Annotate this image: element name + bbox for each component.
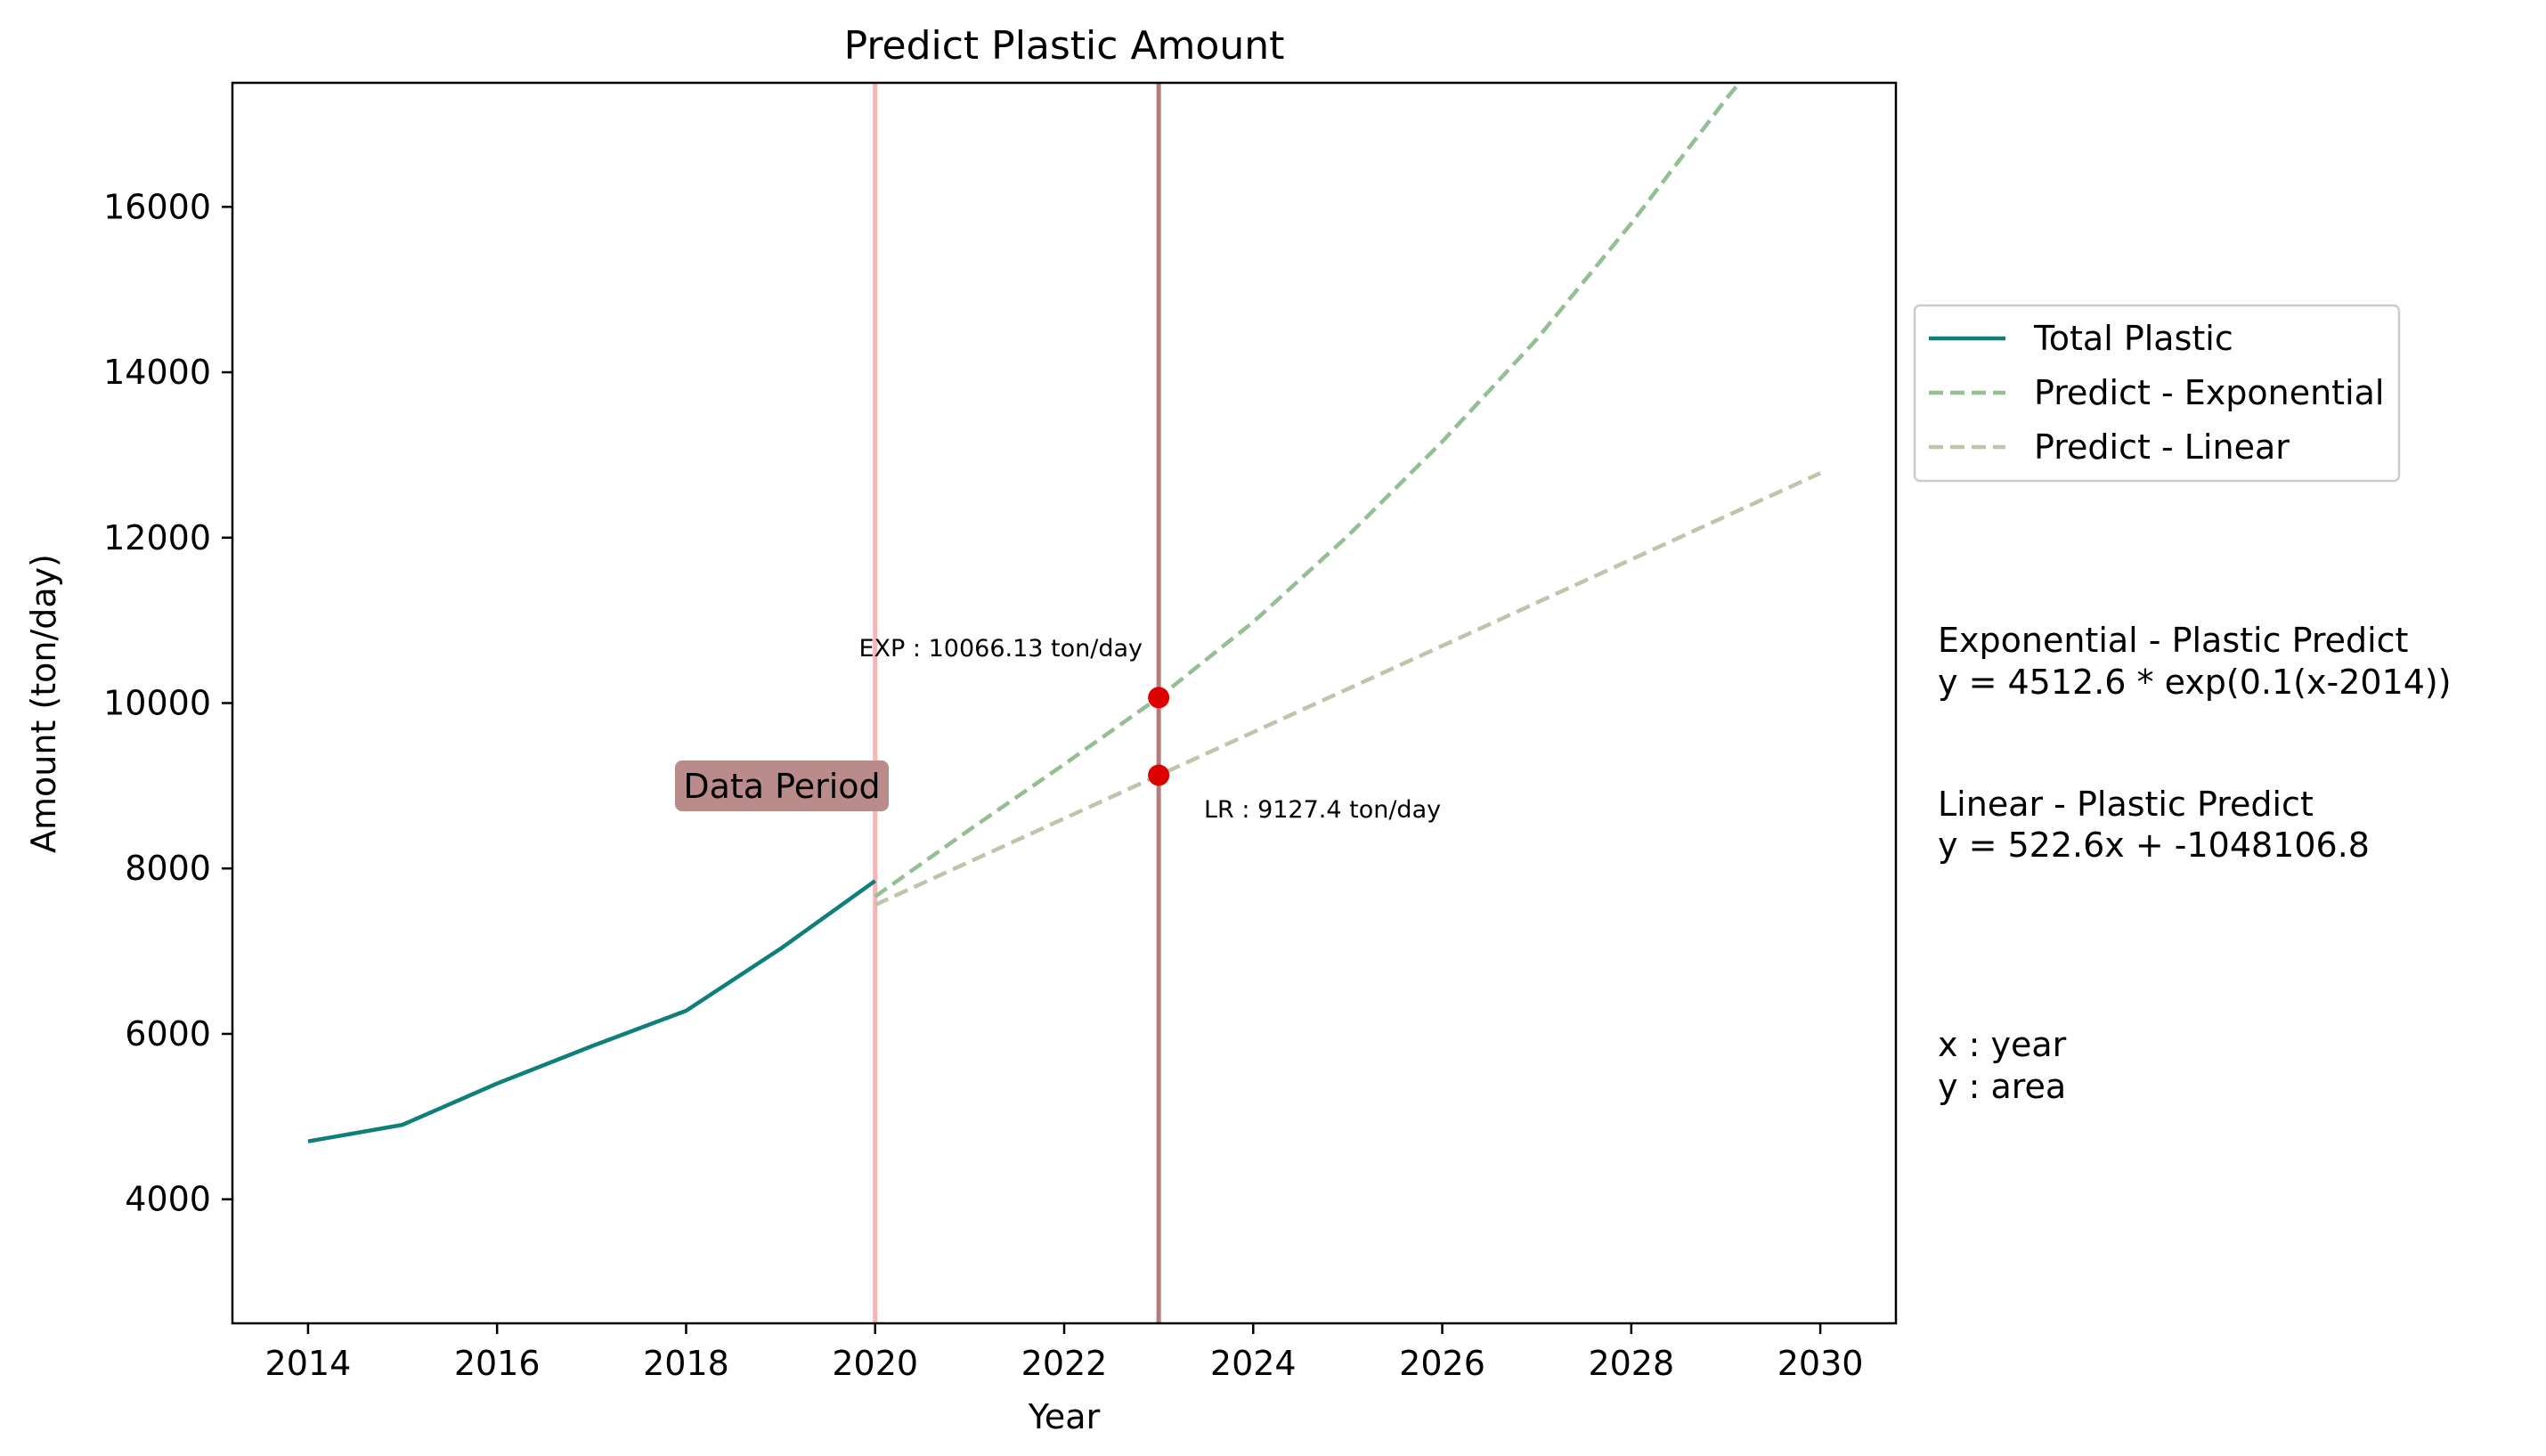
exp-formula-title: Exponential - Plastic Predict xyxy=(1938,621,2408,660)
data-period-text: Data Period xyxy=(683,767,880,806)
x-tick-label: 2026 xyxy=(1399,1344,1485,1383)
y-axis-label: Amount (ton/day) xyxy=(24,554,63,853)
y-variable-note: y : area xyxy=(1938,1067,2066,1106)
y-tick-label: 12000 xyxy=(103,518,211,557)
x-tick-label: 2014 xyxy=(265,1344,352,1383)
series-line-total-plastic xyxy=(307,879,877,1143)
side-notes: Exponential - Plastic Predict y = 4512.6… xyxy=(1938,621,2452,1106)
x-tick-label: 2028 xyxy=(1588,1344,1674,1383)
y-tick-label: 6000 xyxy=(125,1014,211,1053)
x-variable-note: x : year xyxy=(1938,1025,2067,1064)
x-tick-label: 2030 xyxy=(1777,1344,1864,1383)
legend-label: Predict - Exponential xyxy=(2034,373,2384,412)
y-tick-label: 8000 xyxy=(125,849,211,888)
x-tick-label: 2020 xyxy=(832,1344,918,1383)
y-tick-label: 10000 xyxy=(103,684,211,723)
x-tick-label: 2016 xyxy=(454,1344,541,1383)
y-tick-label: 14000 xyxy=(103,353,211,392)
x-tick-label: 2022 xyxy=(1021,1344,1108,1383)
lr-point-annotation: LR : 9127.4 ton/day xyxy=(1204,796,1441,824)
chart-title: Predict Plastic Amount xyxy=(844,23,1285,69)
series-line-predict-exponential xyxy=(874,83,1743,899)
legend-frame xyxy=(1913,304,2401,483)
y-tick-label: 16000 xyxy=(103,187,211,226)
x-tick-label: 2018 xyxy=(643,1344,729,1383)
legend: Total Plastic Predict - Exponential Predic… xyxy=(1913,304,2401,483)
prediction-point-lr xyxy=(1148,764,1170,786)
exp-point-annotation: EXP : 10066.13 ton/day xyxy=(859,635,1143,663)
data-period-box xyxy=(675,761,889,811)
plot-frame xyxy=(231,81,1898,1325)
data-period-label: Data Period xyxy=(675,761,889,811)
exp-formula: y = 4512.6 * exp(0.1(x-2014)) xyxy=(1938,663,2452,702)
legend-label: Total Plastic xyxy=(2033,319,2233,358)
y-tick-label: 4000 xyxy=(125,1180,211,1219)
x-tick-label: 2024 xyxy=(1210,1344,1297,1383)
series-line-predict-linear xyxy=(874,471,1822,907)
legend-label: Predict - Linear xyxy=(2034,427,2290,467)
lin-formula: y = 522.6x + -1048106.8 xyxy=(1938,826,2370,865)
lin-formula-title: Linear - Plastic Predict xyxy=(1938,785,2314,824)
x-axis-label: Year xyxy=(1028,1397,1101,1436)
prediction-point-exp xyxy=(1148,687,1170,709)
